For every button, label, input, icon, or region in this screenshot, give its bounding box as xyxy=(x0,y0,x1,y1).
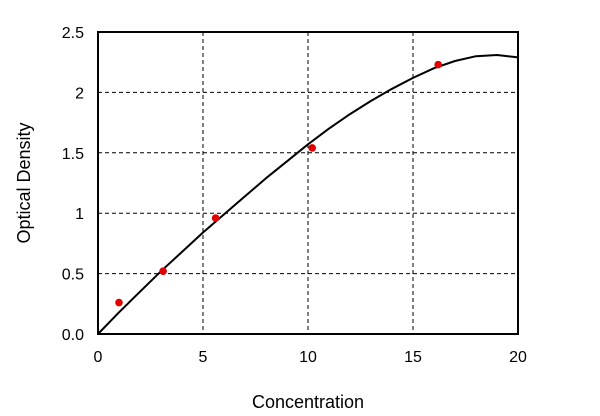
y-tick-label: 1 xyxy=(75,206,84,223)
x-tick-label: 5 xyxy=(199,349,208,366)
y-tick-label: 2 xyxy=(75,85,84,102)
x-tick-label: 0 xyxy=(94,349,103,366)
x-axis-label: Concentration xyxy=(252,392,364,412)
y-axis-ticks: 0.0 0.5 1 1.5 2 2.5 xyxy=(62,25,84,344)
data-point xyxy=(211,214,220,222)
y-tick-label: 1.5 xyxy=(62,146,84,163)
x-axis-ticks: 0 5 10 15 20 xyxy=(94,349,527,366)
y-axis-label: Optical Density xyxy=(14,122,34,243)
y-tick-label: 2.5 xyxy=(62,25,84,42)
x-tick-label: 10 xyxy=(299,349,317,366)
grid-lines xyxy=(98,32,518,334)
fit-curve-layer xyxy=(97,54,519,335)
data-points xyxy=(115,60,443,307)
fit-curve-line xyxy=(97,54,519,335)
data-point xyxy=(159,267,167,275)
y-tick-label: 0.0 xyxy=(62,327,84,344)
data-point xyxy=(308,144,317,152)
data-point xyxy=(115,298,123,307)
x-tick-label: 15 xyxy=(404,349,422,366)
plot-area-frame xyxy=(97,31,519,335)
y-tick-label: 0.5 xyxy=(62,267,84,284)
x-tick-label: 20 xyxy=(509,349,527,366)
data-point xyxy=(434,60,443,69)
